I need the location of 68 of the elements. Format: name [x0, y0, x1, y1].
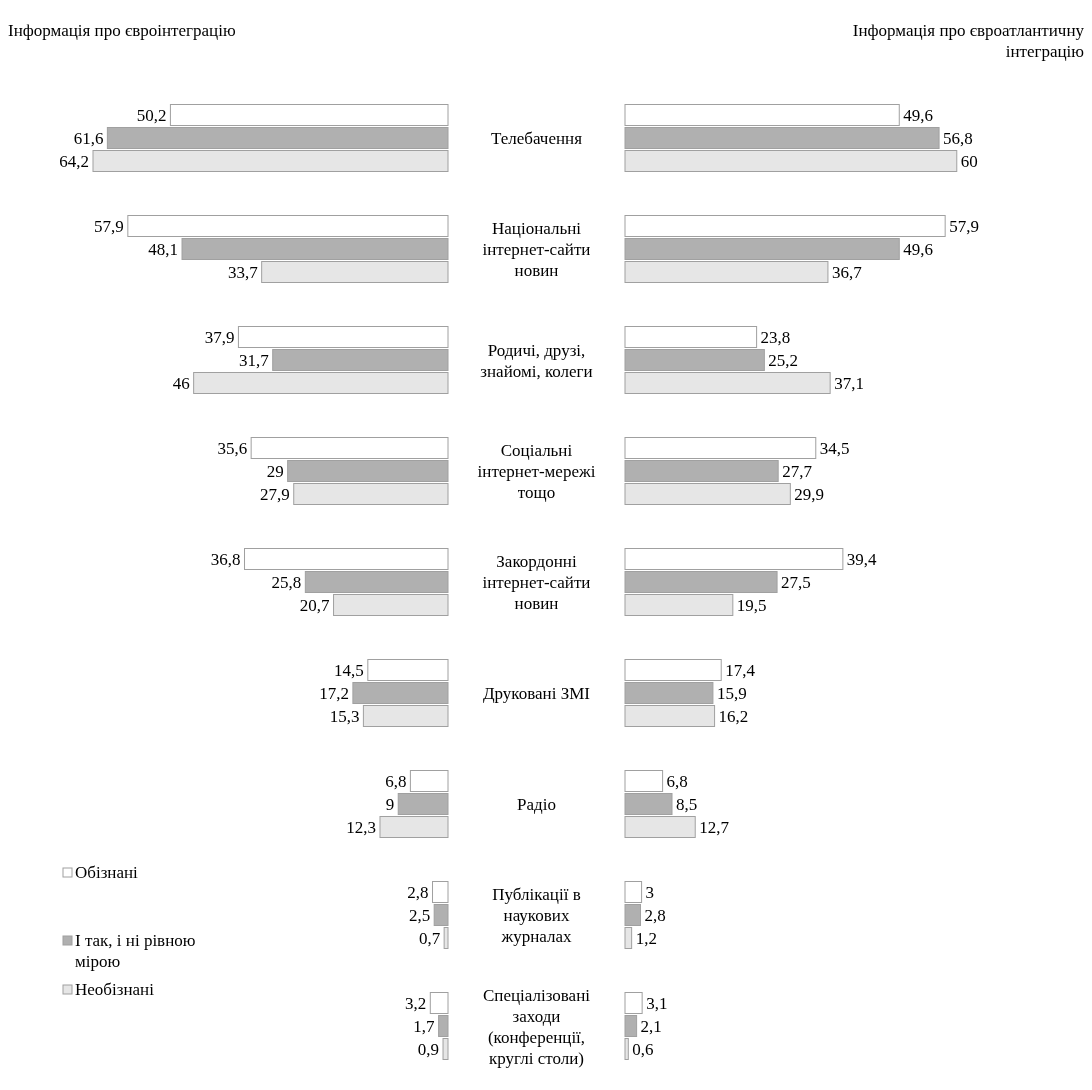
y-tick-label: Соціальні інтернет-мережі тощо	[477, 441, 596, 502]
data-label: 46	[172, 374, 190, 393]
legend-label: Обізнані	[75, 863, 139, 882]
data-label: 6,8	[385, 772, 407, 791]
data-label: 23,8	[760, 328, 791, 347]
y-tick-label: Національні інтернет-сайти новин	[482, 219, 591, 280]
data-label: 9	[385, 795, 395, 814]
data-label: 16,2	[718, 707, 749, 726]
chart-title: Інформація про євроінтеграцію	[8, 21, 236, 40]
data-label: 2,5	[408, 906, 431, 925]
data-label: 6,8	[666, 772, 688, 791]
data-label: 25,8	[271, 573, 302, 592]
data-label: 49,6	[903, 240, 934, 259]
data-label: 2,8	[644, 906, 666, 925]
data-label: 15,9	[716, 684, 747, 703]
chart-title: Інформація про євроатлантичну інтеграцію	[852, 21, 1085, 61]
data-label: 3,2	[405, 994, 427, 1013]
data-label: 0,9	[417, 1040, 440, 1059]
data-label: 12,3	[346, 818, 376, 837]
data-label: 27,9	[259, 485, 290, 504]
data-label: 57,9	[94, 217, 124, 236]
data-label: 0,7	[418, 929, 441, 948]
legend-label: Необізнані	[75, 980, 155, 999]
data-label: 61,6	[73, 129, 104, 148]
data-label: 39,4	[846, 550, 878, 569]
data-label: 12,7	[699, 818, 730, 837]
data-label: 8,5	[676, 795, 698, 814]
data-label: 2,1	[640, 1017, 662, 1036]
data-label: 29,9	[794, 485, 825, 504]
data-label: 33,7	[227, 263, 259, 282]
data-label: 49,6	[903, 106, 934, 125]
y-tick-label: Друковані ЗМІ	[483, 684, 591, 703]
data-label: 60	[960, 152, 978, 171]
legend-label: І так, і ні рівною мірою	[75, 931, 196, 971]
data-label: 0,6	[632, 1040, 654, 1059]
data-label: 17,4	[725, 661, 756, 680]
y-tick-label: Родичі, друзі, знайомі, колеги	[480, 340, 593, 381]
data-label: 15,3	[329, 707, 360, 726]
data-label: 37,9	[204, 328, 235, 347]
data-label: 3,1	[646, 994, 668, 1013]
data-label: 57,9	[949, 217, 979, 236]
data-label: 56,8	[943, 129, 973, 148]
data-label: 20,7	[299, 596, 331, 615]
data-label: 27,7	[782, 462, 813, 481]
y-tick-label: Спеціалізовані заходи (конференції, круглі столи)	[483, 985, 591, 1068]
y-tick-label: Радіо	[517, 795, 556, 814]
data-label: 27,5	[781, 573, 811, 592]
data-label: 25,2	[768, 351, 799, 370]
data-label: 36,8	[210, 550, 241, 569]
data-label: 3	[645, 883, 655, 902]
data-label: 2,8	[407, 883, 429, 902]
y-tick-label: Телебачення	[491, 129, 583, 148]
data-label: 34,5	[819, 439, 850, 458]
data-label: 37,1	[834, 374, 864, 393]
y-tick-label: Закордонні інтернет-сайти новин	[482, 552, 591, 613]
data-label: 17,2	[319, 684, 349, 703]
data-label: 31,7	[238, 351, 270, 370]
data-label: 19,5	[736, 596, 767, 615]
data-label: 1,2	[635, 929, 657, 948]
data-label: 29	[266, 462, 284, 481]
data-label: 14,5	[334, 661, 364, 680]
data-label: 1,7	[413, 1017, 436, 1036]
data-label: 50,2	[136, 106, 167, 125]
data-label: 48,1	[148, 240, 179, 259]
data-label: 35,6	[217, 439, 248, 458]
data-label: 36,7	[831, 263, 863, 282]
y-tick-label: Публікації в наукових журналах	[492, 885, 581, 946]
data-label: 64,2	[59, 152, 89, 171]
